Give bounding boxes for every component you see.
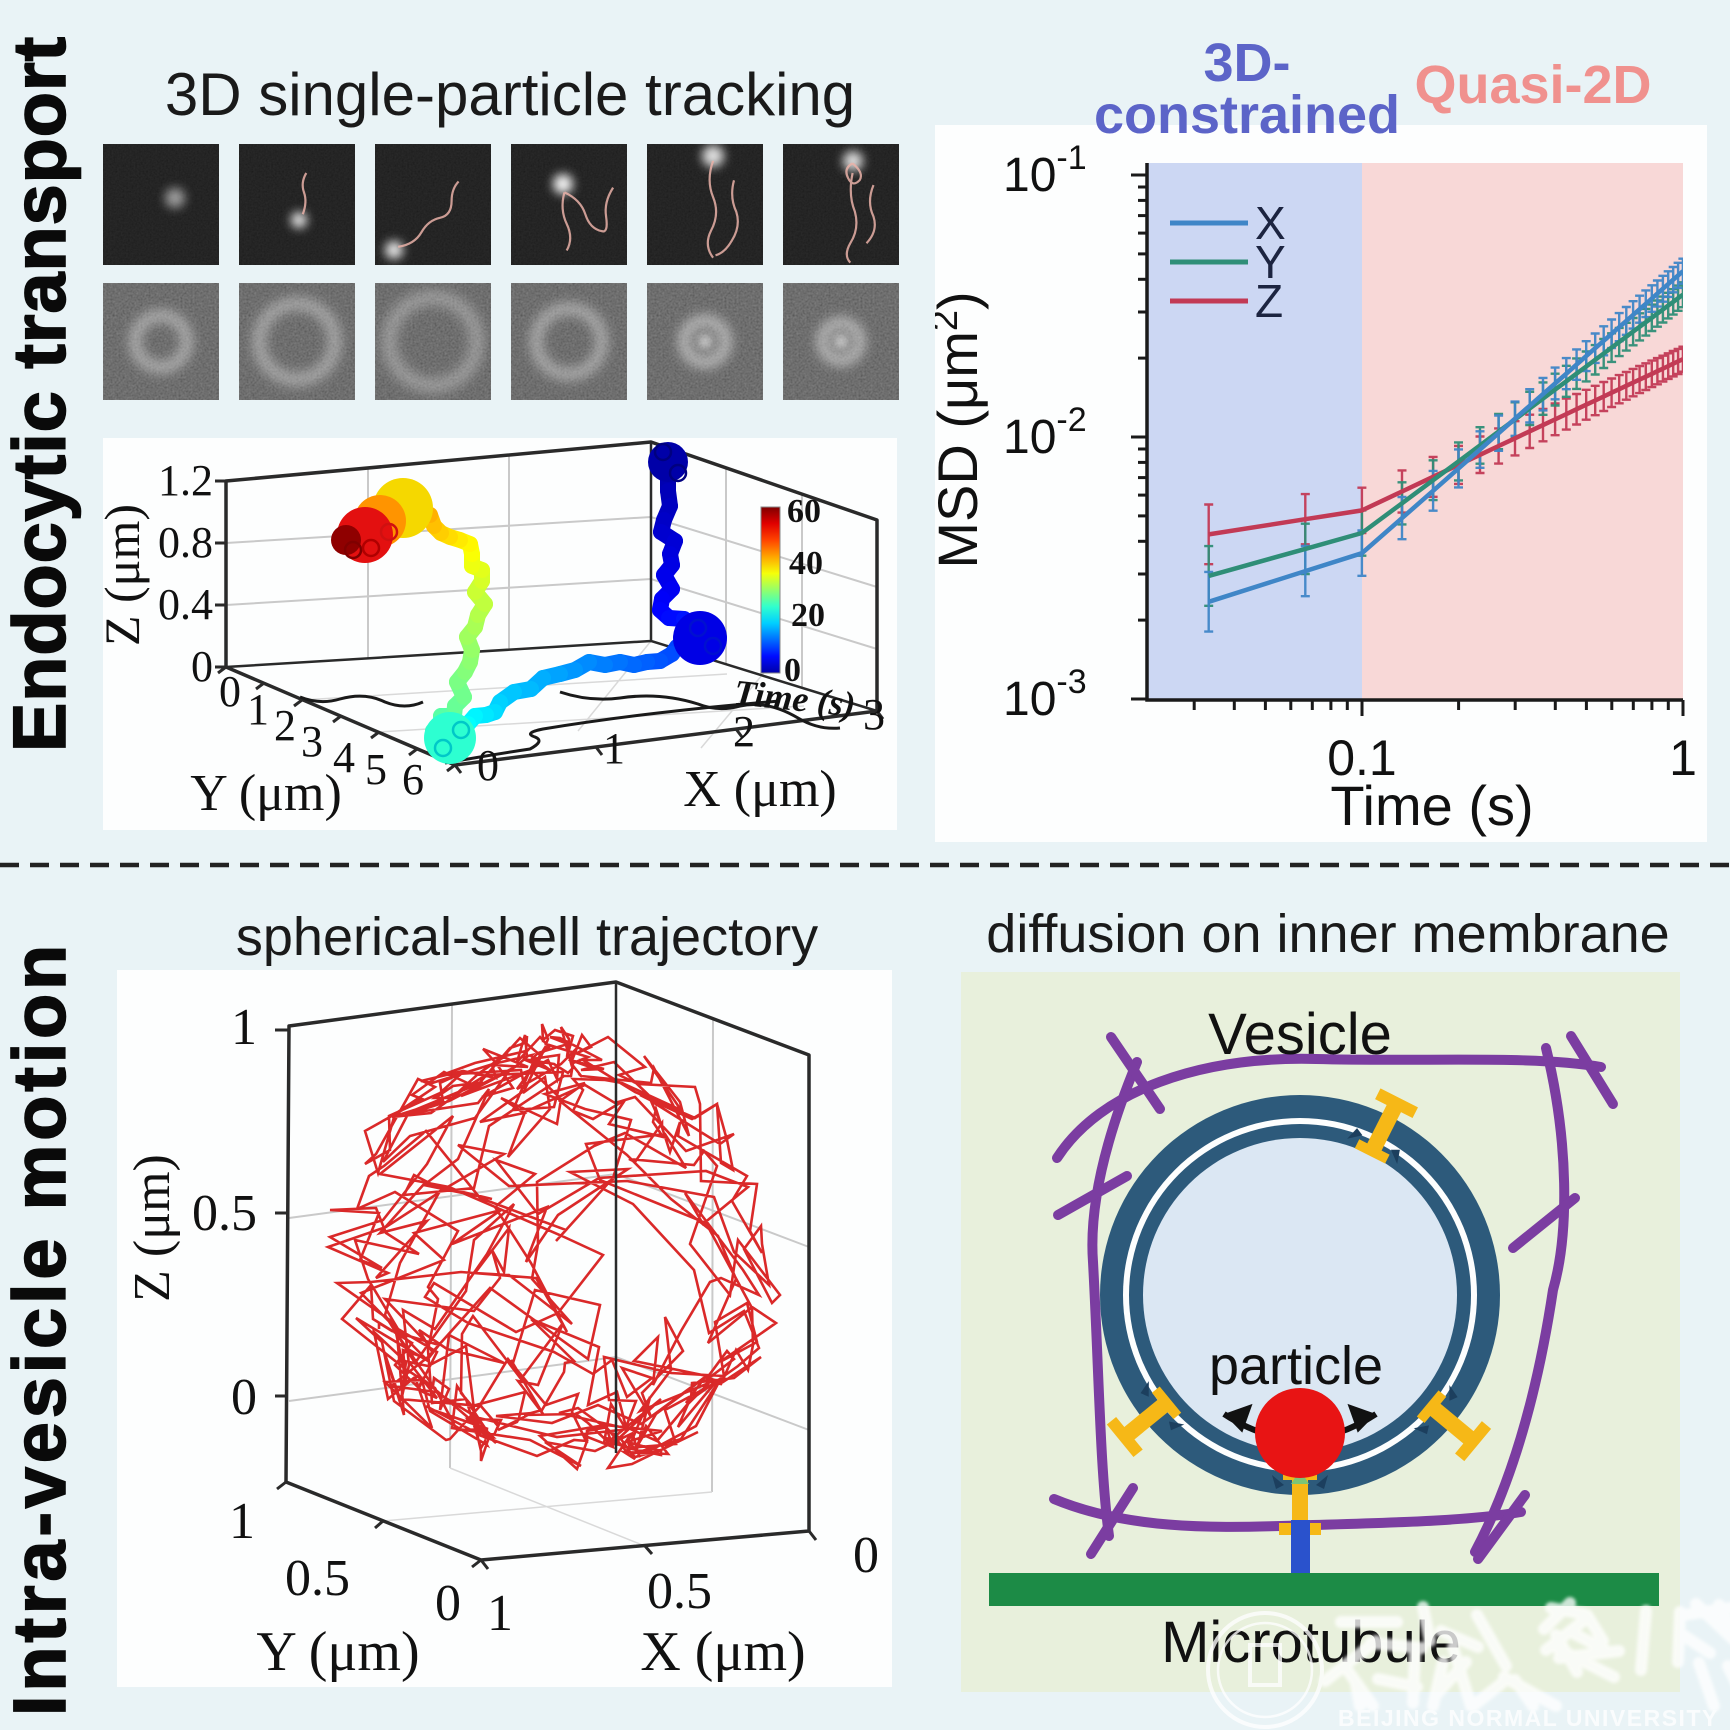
svg-text:X (μm): X (μm) (640, 1621, 805, 1683)
svg-text:3: 3 (863, 690, 885, 739)
svg-text:0.5: 0.5 (647, 1563, 712, 1620)
svg-text:0: 0 (191, 642, 213, 691)
svg-text:20: 20 (791, 597, 825, 634)
svg-text:6: 6 (402, 755, 424, 804)
svg-text:60: 60 (787, 493, 821, 530)
svg-text:2: 2 (733, 707, 755, 756)
svg-text:X: X (1255, 197, 1286, 249)
svg-text:Z (μm): Z (μm) (124, 1154, 181, 1302)
svg-text:0: 0 (435, 1575, 461, 1632)
svg-text:0.5: 0.5 (285, 1550, 350, 1607)
svg-text:10-2: 10-2 (1003, 401, 1087, 464)
svg-text:1: 1 (487, 1585, 513, 1642)
svg-text:BEIJING NORMAL UNIVERSITY: BEIJING NORMAL UNIVERSITY (1338, 1705, 1719, 1730)
svg-text:0: 0 (784, 652, 801, 689)
svg-text:Y: Y (1255, 236, 1286, 288)
svg-text:Time (s): Time (s) (1330, 774, 1533, 837)
svg-text:5: 5 (365, 745, 387, 794)
svg-text:Z: Z (1255, 275, 1283, 327)
svg-text:1.2: 1.2 (158, 456, 213, 505)
svg-text:Z (μm): Z (μm) (103, 504, 150, 646)
svg-text:0.4: 0.4 (158, 580, 213, 629)
svg-text:3: 3 (301, 717, 323, 766)
svg-text:10-3: 10-3 (1003, 663, 1087, 726)
svg-text:0.1: 0.1 (1327, 730, 1397, 786)
svg-text:0.5: 0.5 (192, 1185, 257, 1242)
svg-text:40: 40 (789, 545, 823, 582)
svg-text:X (μm): X (μm) (683, 761, 837, 818)
svg-text:MSD (μm2): MSD (μm2) (935, 291, 989, 568)
svg-text:Vesicle: Vesicle (1208, 1002, 1392, 1067)
svg-text:0: 0 (477, 741, 499, 790)
svg-text:1: 1 (229, 1493, 255, 1550)
svg-text:0: 0 (231, 1369, 257, 1426)
svg-text:1: 1 (231, 999, 257, 1056)
svg-text:particle: particle (1209, 1336, 1383, 1396)
svg-text:Y (μm): Y (μm) (190, 765, 342, 822)
svg-text:10-1: 10-1 (1003, 139, 1087, 202)
svg-text:4: 4 (333, 733, 355, 782)
svg-text:2: 2 (274, 701, 296, 750)
svg-text:1: 1 (1669, 730, 1697, 786)
svg-text:1: 1 (247, 685, 269, 734)
svg-text:1: 1 (603, 724, 625, 773)
svg-text:0: 0 (219, 667, 241, 716)
svg-text:0: 0 (853, 1527, 879, 1584)
svg-text:0.8: 0.8 (158, 518, 213, 567)
svg-text:Y (μm): Y (μm) (256, 1621, 419, 1683)
